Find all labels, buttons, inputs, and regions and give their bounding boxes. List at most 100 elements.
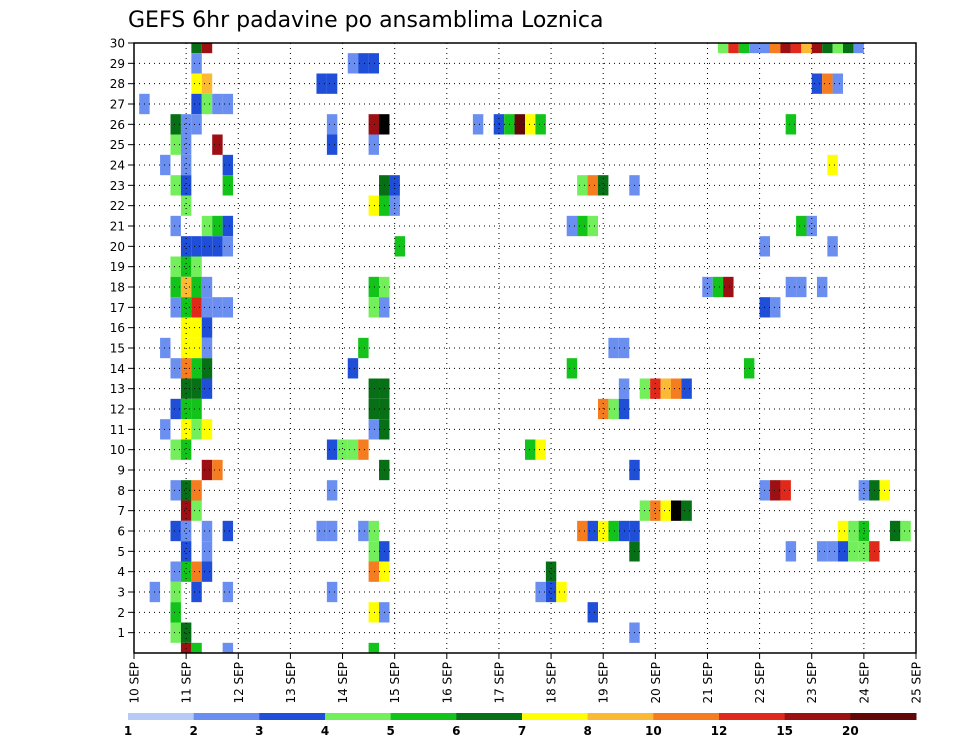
- heatmap-cell: [837, 541, 849, 562]
- heatmap-cell: [180, 175, 192, 196]
- y-tick-label: 27: [110, 98, 125, 112]
- heatmap-cell: [201, 378, 213, 399]
- heatmap-cell: [770, 297, 781, 318]
- heatmap-cell: [180, 541, 192, 562]
- heatmap-cell: [577, 215, 588, 237]
- heatmap-cell: [222, 236, 234, 257]
- x-tick-label: 18 SEP: [545, 662, 559, 704]
- heatmap-cell: [170, 256, 181, 277]
- y-tick-label: 6: [117, 525, 125, 539]
- heatmap-cell: [535, 581, 546, 603]
- heatmap-cell: [222, 215, 234, 237]
- x-axis: 10 SEP 11 SEP 12 SEP 13 SEP 14 SEP 15 SEP 16 S…: [128, 653, 924, 704]
- x-tick-label: 24 SEP: [857, 662, 871, 704]
- heatmap-cell: [368, 561, 380, 582]
- heatmap-cell: [587, 215, 598, 237]
- y-tick-label: 26: [110, 118, 125, 132]
- x-tick-label: 17 SEP: [492, 662, 506, 704]
- heatmap-cell: [368, 398, 380, 420]
- heatmap-cell: [212, 93, 223, 115]
- colorbar-label: 7: [518, 724, 526, 738]
- heatmap-cell: [201, 337, 213, 359]
- heatmap-cell: [191, 378, 202, 399]
- heatmap-cell: [681, 378, 692, 399]
- heatmap-cell: [368, 297, 380, 318]
- heatmap-cell: [201, 93, 213, 115]
- heatmap-cell: [180, 154, 192, 176]
- heatmap-cell: [368, 419, 380, 440]
- colorbar-swatch: [259, 713, 326, 720]
- x-tick-label: 16 SEP: [440, 662, 454, 704]
- heatmap-cell: [347, 53, 359, 74]
- heatmap-cell: [368, 134, 380, 155]
- heatmap-cell: [780, 480, 791, 501]
- heatmap-cell: [212, 134, 223, 155]
- y-tick-label: 23: [110, 179, 125, 193]
- heatmap-cell: [201, 73, 213, 94]
- heatmap-cell: [587, 175, 598, 196]
- heatmap-cell: [525, 114, 536, 135]
- heatmap-cell: [160, 337, 171, 359]
- heatmap-cell: [670, 378, 682, 399]
- heatmap-cell: [587, 602, 598, 623]
- heatmap-cell: [827, 541, 838, 562]
- heatmap-cell: [191, 236, 202, 257]
- colorbar-label: 5: [386, 724, 394, 738]
- colorbar-swatch: [850, 713, 917, 720]
- heatmap-cell: [191, 114, 202, 135]
- heatmap-cell: [608, 398, 619, 420]
- y-tick-label: 12: [110, 403, 125, 417]
- heatmap-cell: [368, 602, 380, 623]
- heatmap-cell: [827, 236, 838, 257]
- heatmap-cell: [222, 175, 234, 196]
- heatmap-cell: [848, 541, 859, 562]
- heatmap-cell: [170, 480, 181, 501]
- heatmap-cell: [222, 93, 234, 115]
- heatmap-cell: [180, 622, 192, 643]
- heatmap-cell: [650, 500, 661, 521]
- heatmap-cell: [326, 114, 338, 135]
- colorbar-label: 15: [776, 724, 793, 738]
- colorbar-label: 10: [645, 724, 662, 738]
- heatmap-cell: [180, 276, 192, 298]
- heatmap-cell: [738, 43, 750, 54]
- x-tick-label: 25 SEP: [910, 662, 924, 704]
- heatmap-cell: [180, 256, 192, 277]
- heatmap-cell: [201, 541, 213, 562]
- heatmap-cell: [222, 642, 234, 653]
- heatmap-cell: [358, 439, 369, 460]
- heatmap-cell: [316, 73, 327, 94]
- y-tick-label: 21: [110, 220, 125, 234]
- y-axis: 1234567891011121314151617181920212223242…: [110, 37, 134, 640]
- heatmap-cell: [191, 642, 202, 653]
- heatmap-cell: [566, 215, 578, 237]
- colorbar-swatch: [587, 713, 654, 720]
- heatmap-cell: [201, 43, 213, 54]
- heatmap-cell: [670, 500, 682, 521]
- x-tick-label: 20 SEP: [649, 662, 663, 704]
- heatmap-cell: [170, 622, 181, 643]
- y-tick-label: 19: [110, 260, 125, 274]
- heatmap-cell: [222, 520, 234, 542]
- heatmap-cell: [806, 215, 817, 237]
- y-tick-label: 1: [117, 626, 125, 640]
- heatmap-cell: [545, 561, 557, 582]
- heatmap-cell: [326, 439, 338, 460]
- y-tick-label: 13: [110, 382, 125, 396]
- heatmap-cell: [587, 520, 598, 542]
- x-tick-label: 12 SEP: [232, 662, 246, 704]
- heatmap-cell: [212, 236, 223, 257]
- heatmap-cell: [368, 520, 380, 542]
- heatmap-cell: [191, 43, 202, 54]
- heatmap-cell: [837, 520, 849, 542]
- colorbar-swatch: [128, 713, 195, 720]
- heatmap-cell: [577, 175, 588, 196]
- x-tick-label: 22 SEP: [753, 662, 767, 704]
- heatmap-cell: [326, 480, 338, 501]
- y-tick-label: 4: [117, 565, 125, 579]
- heatmap-cell: [608, 520, 619, 542]
- heatmap-cell: [728, 43, 739, 54]
- heatmap-cell: [191, 561, 202, 582]
- colorbar: 1 2 3 4 5 6 7 8 10 12 15 20: [124, 713, 917, 738]
- heatmap-cell: [191, 419, 202, 440]
